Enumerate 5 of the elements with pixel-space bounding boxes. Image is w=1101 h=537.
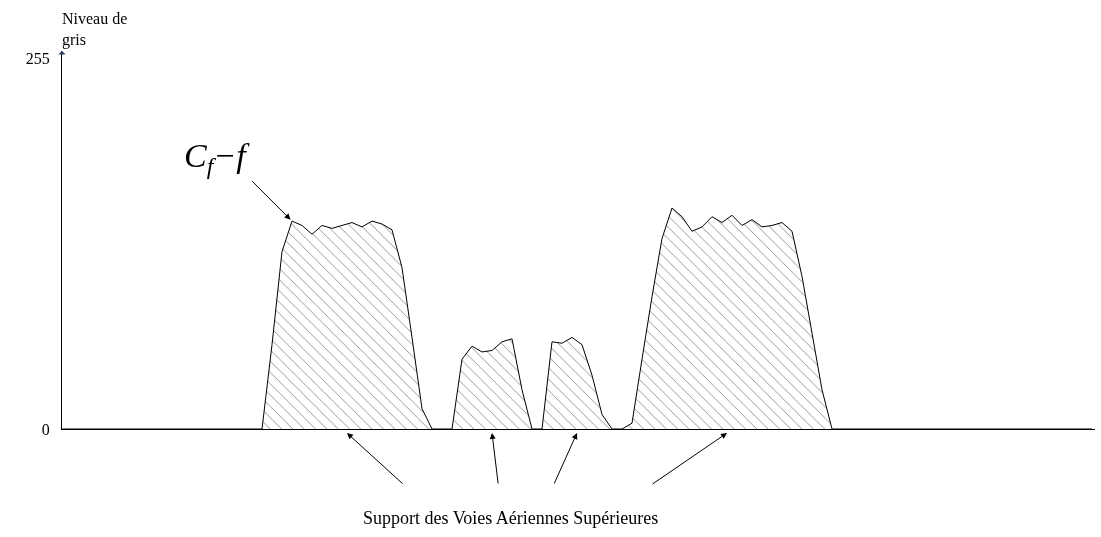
y-axis-title: Niveau de gris	[62, 10, 128, 49]
text: Support des Voies Aériennes Supérieures	[363, 508, 659, 528]
annotation: C$_{f}$−f	[184, 137, 251, 180]
y-tick-label: 255	[25, 49, 50, 67]
y-tick-label: 0	[41, 420, 50, 438]
